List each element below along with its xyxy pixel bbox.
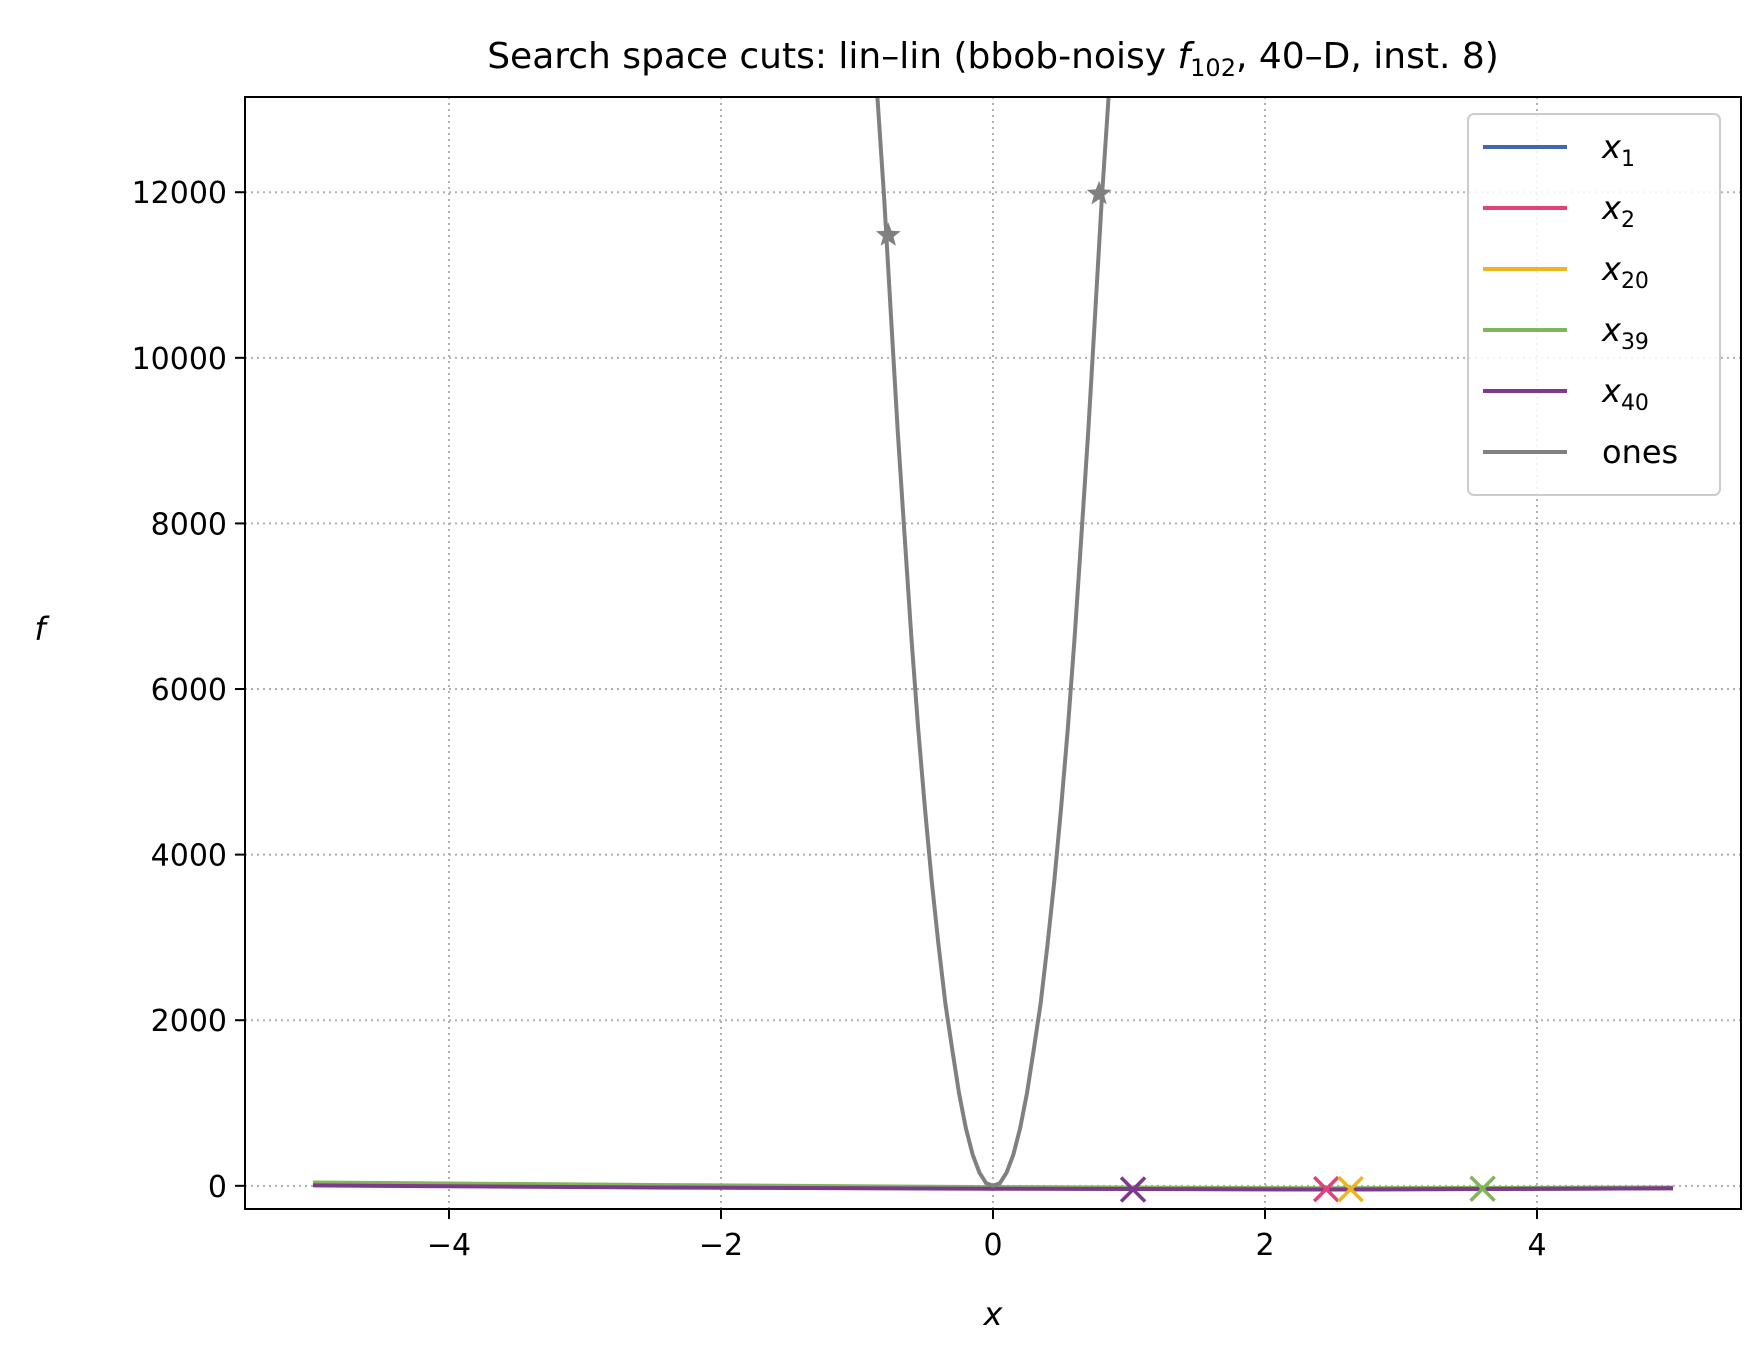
- marker-x-x2: [1312, 1175, 1340, 1203]
- y-tick-label: 10000: [132, 342, 227, 377]
- y-tick-label: 12000: [132, 176, 227, 211]
- legend-label-x40: x40: [1601, 372, 1649, 416]
- x-tick-label: −2: [699, 1228, 743, 1263]
- marker-x-x20: [1337, 1175, 1364, 1203]
- legend-box: [1467, 113, 1721, 496]
- x-tick-label: −4: [427, 1228, 471, 1263]
- marker-x-x39: [1469, 1175, 1496, 1202]
- legend: x1 x2 x20 x39 x40 ones: [1467, 113, 1721, 496]
- series-layer: [312, 97, 1674, 1192]
- y-tick-label: 8000: [151, 507, 227, 542]
- title-suffix: , 40–D, inst. 8): [1236, 36, 1499, 77]
- series-line-x40: [312, 1183, 1674, 1192]
- series-line-ones: [875, 97, 1111, 1188]
- legend-label-x39: x39: [1601, 311, 1649, 355]
- marker-x-x40: [1119, 1176, 1147, 1203]
- x-axis-label: x: [983, 1295, 1004, 1333]
- legend-label-x20: x20: [1601, 250, 1649, 294]
- title-prefix: Search space cuts: lin–lin (bbob-noisy: [487, 36, 1177, 77]
- legend-label-x2: x2: [1601, 189, 1635, 233]
- marker-layer: [875, 180, 1496, 1203]
- chart-title: Search space cuts: lin–lin (bbob-noisy f…: [487, 36, 1499, 82]
- y-axis: 0 2000 4000 6000 8000 10000 12000: [132, 176, 245, 1205]
- y-tick-label: 2000: [151, 1004, 227, 1039]
- marker-star-ones: [1086, 180, 1112, 205]
- y-tick-label: 4000: [151, 839, 227, 874]
- y-tick-label: 6000: [151, 673, 227, 708]
- marker-star-ones: [875, 222, 901, 246]
- x-tick-label: 0: [983, 1228, 1002, 1263]
- legend-label-x1: x1: [1601, 128, 1635, 172]
- y-tick-label: 0: [208, 1170, 227, 1205]
- x-tick-label: 4: [1527, 1228, 1546, 1263]
- title-f-subscript: 102: [1190, 54, 1236, 82]
- x-axis: −4 −2 0 2 4: [427, 1209, 1547, 1263]
- legend-label-ones: ones: [1602, 433, 1678, 471]
- x-tick-label: 2: [1255, 1228, 1274, 1263]
